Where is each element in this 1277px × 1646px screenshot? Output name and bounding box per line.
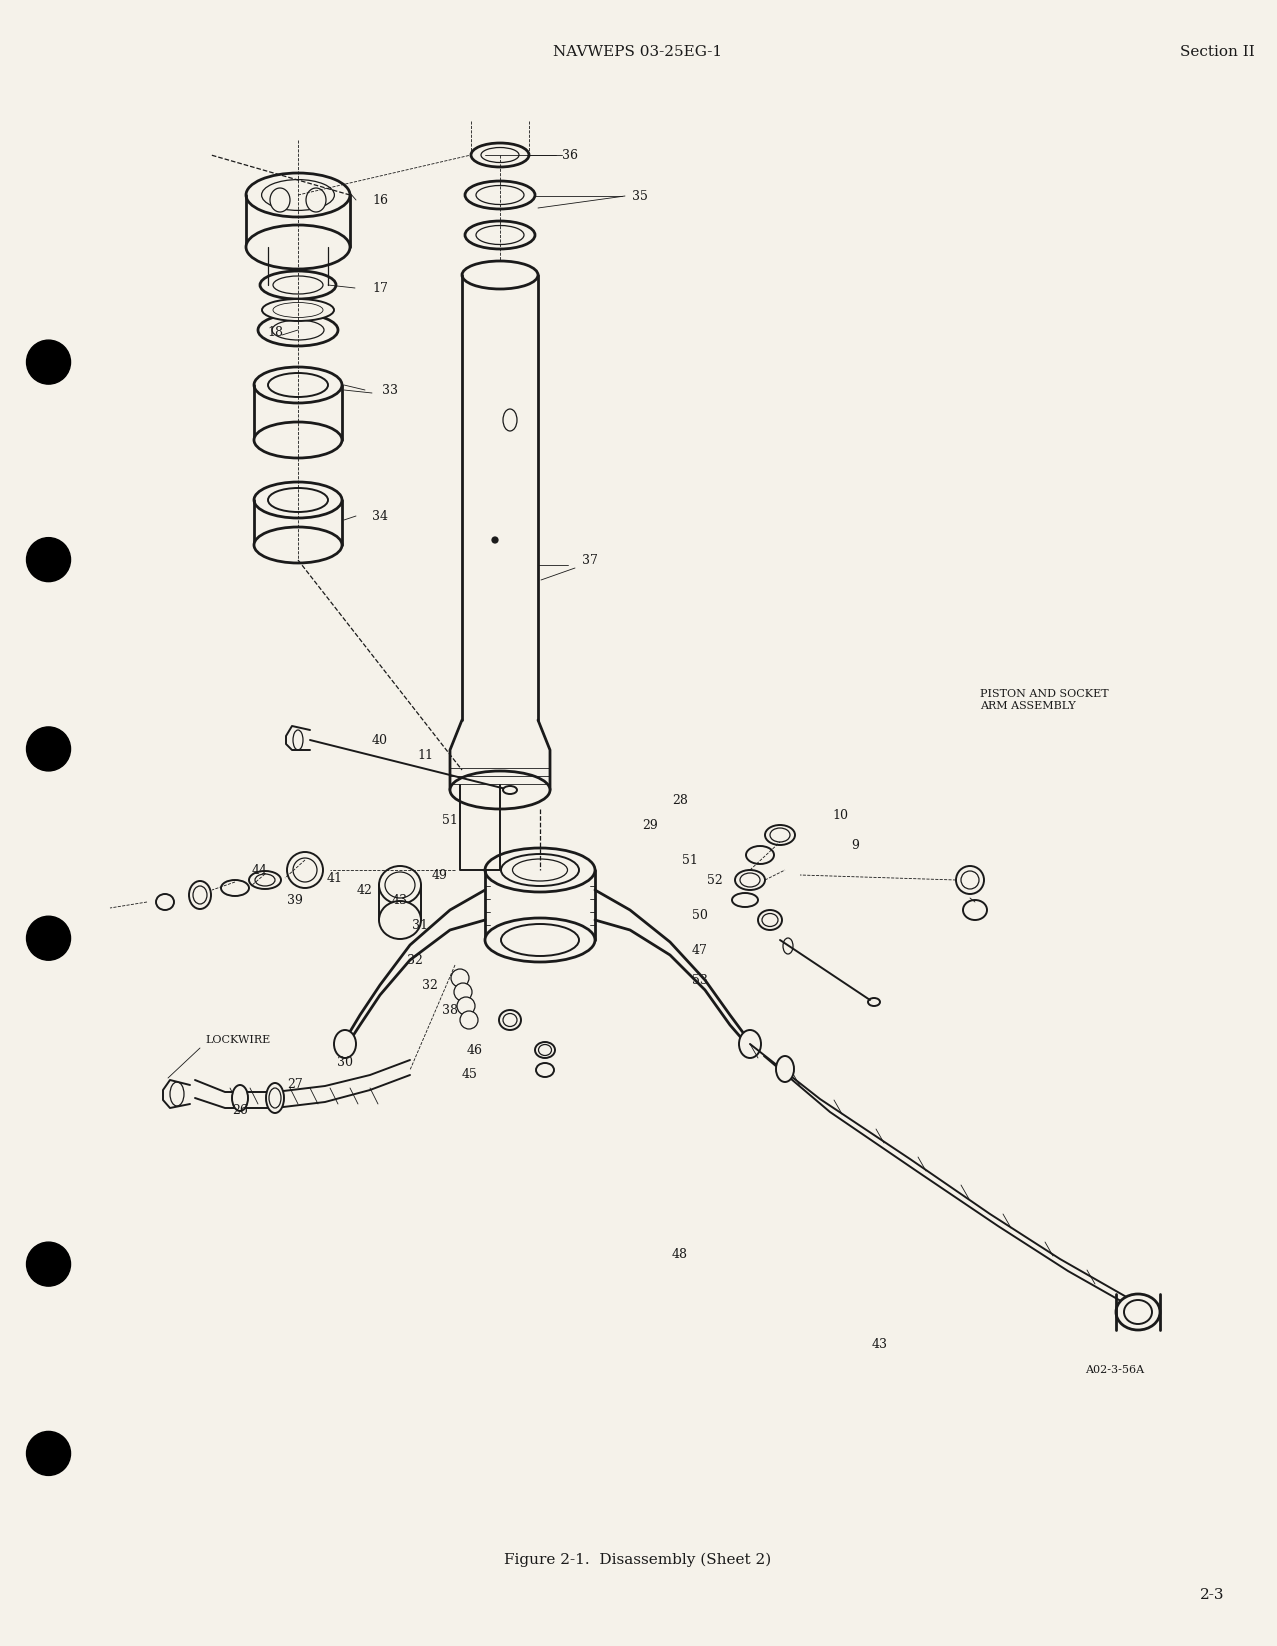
Text: 27: 27	[287, 1078, 303, 1091]
Ellipse shape	[485, 918, 595, 961]
Ellipse shape	[261, 272, 336, 300]
Text: 53: 53	[692, 973, 707, 986]
Circle shape	[27, 917, 70, 960]
Text: LOCKWIRE: LOCKWIRE	[206, 1035, 271, 1045]
Text: 33: 33	[382, 384, 398, 397]
Ellipse shape	[189, 881, 211, 909]
Text: 34: 34	[372, 510, 388, 522]
Text: PISTON AND SOCKET
ARM ASSEMBLY: PISTON AND SOCKET ARM ASSEMBLY	[979, 690, 1108, 711]
Text: 44: 44	[252, 864, 268, 877]
Ellipse shape	[254, 482, 342, 518]
Text: 41: 41	[327, 871, 344, 884]
Ellipse shape	[254, 527, 342, 563]
Ellipse shape	[232, 1085, 248, 1111]
Ellipse shape	[306, 188, 326, 212]
Ellipse shape	[246, 226, 350, 268]
Ellipse shape	[1116, 1294, 1160, 1330]
Text: 49: 49	[432, 869, 448, 882]
Ellipse shape	[450, 770, 550, 808]
Ellipse shape	[460, 1011, 478, 1029]
Text: 43: 43	[872, 1338, 888, 1351]
Text: 52: 52	[707, 874, 723, 887]
Text: 18: 18	[267, 326, 283, 339]
Ellipse shape	[956, 866, 985, 894]
Text: 32: 32	[407, 953, 423, 966]
Ellipse shape	[499, 1011, 521, 1030]
Text: NAVWEPS 03-25EG-1: NAVWEPS 03-25EG-1	[553, 44, 723, 59]
Ellipse shape	[258, 314, 338, 346]
Ellipse shape	[485, 848, 595, 892]
Text: 17: 17	[372, 281, 388, 295]
Text: 37: 37	[582, 553, 598, 566]
Text: 43: 43	[392, 894, 407, 907]
Ellipse shape	[465, 221, 535, 249]
Ellipse shape	[451, 969, 469, 988]
Text: 46: 46	[467, 1044, 483, 1057]
Text: 51: 51	[682, 854, 699, 866]
Text: Figure 2-1.  Disassembly (Sheet 2): Figure 2-1. Disassembly (Sheet 2)	[504, 1552, 771, 1567]
Ellipse shape	[287, 853, 323, 887]
Ellipse shape	[765, 825, 796, 844]
Ellipse shape	[492, 537, 498, 543]
Circle shape	[27, 728, 70, 770]
Text: 16: 16	[372, 194, 388, 206]
Text: 26: 26	[232, 1103, 248, 1116]
Text: 47: 47	[692, 943, 707, 956]
Circle shape	[27, 341, 70, 384]
Text: 42: 42	[358, 884, 373, 897]
Text: 51: 51	[442, 813, 458, 826]
Ellipse shape	[535, 1042, 555, 1058]
Ellipse shape	[536, 1063, 554, 1076]
Ellipse shape	[262, 300, 335, 321]
Ellipse shape	[776, 1057, 794, 1081]
Circle shape	[27, 538, 70, 581]
Text: A02-3-56A: A02-3-56A	[1085, 1365, 1144, 1374]
Ellipse shape	[266, 1083, 283, 1113]
Ellipse shape	[379, 866, 421, 904]
Ellipse shape	[379, 900, 421, 938]
Text: 39: 39	[287, 894, 303, 907]
Ellipse shape	[739, 1030, 761, 1058]
Ellipse shape	[221, 881, 249, 895]
Ellipse shape	[759, 910, 782, 930]
Ellipse shape	[246, 173, 350, 217]
Text: 30: 30	[337, 1055, 352, 1068]
Circle shape	[27, 1432, 70, 1475]
Ellipse shape	[457, 997, 475, 1016]
Ellipse shape	[156, 894, 174, 910]
Text: 10: 10	[833, 808, 848, 821]
Text: 35: 35	[632, 189, 647, 202]
Text: 50: 50	[692, 909, 707, 922]
Ellipse shape	[455, 983, 472, 1001]
Text: 9: 9	[850, 838, 859, 851]
Text: 38: 38	[442, 1004, 458, 1017]
Text: 32: 32	[423, 978, 438, 991]
Ellipse shape	[746, 846, 774, 864]
Ellipse shape	[462, 262, 538, 290]
Text: 29: 29	[642, 818, 658, 831]
Text: 28: 28	[672, 793, 688, 807]
Ellipse shape	[736, 871, 765, 890]
Text: 2-3: 2-3	[1200, 1588, 1225, 1602]
Text: 48: 48	[672, 1249, 688, 1261]
Text: 36: 36	[562, 148, 578, 161]
Text: Section II: Section II	[1180, 44, 1255, 59]
Ellipse shape	[963, 900, 987, 920]
Ellipse shape	[503, 787, 517, 793]
Ellipse shape	[335, 1030, 356, 1058]
Text: 11: 11	[418, 749, 433, 762]
Ellipse shape	[254, 367, 342, 403]
Ellipse shape	[269, 188, 290, 212]
Ellipse shape	[254, 421, 342, 458]
Text: 40: 40	[372, 734, 388, 747]
Ellipse shape	[249, 871, 281, 889]
Ellipse shape	[471, 143, 529, 166]
Text: 45: 45	[462, 1068, 478, 1081]
Ellipse shape	[732, 894, 759, 907]
Circle shape	[27, 1243, 70, 1286]
Text: 31: 31	[412, 918, 428, 932]
Ellipse shape	[465, 181, 535, 209]
